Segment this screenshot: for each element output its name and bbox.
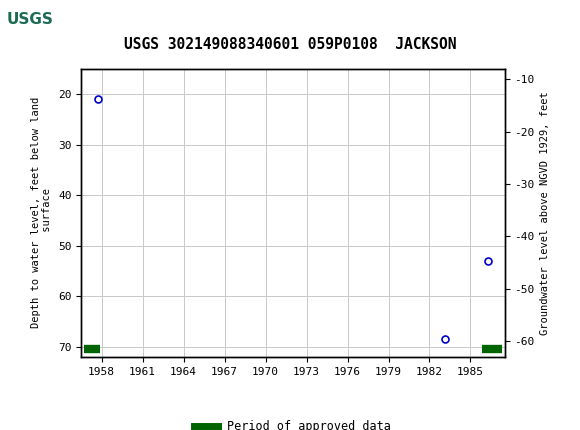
Y-axis label: Depth to water level, feet below land
 surface: Depth to water level, feet below land su… (31, 97, 52, 329)
Y-axis label: Groundwater level above NGVD 1929, feet: Groundwater level above NGVD 1929, feet (540, 91, 550, 335)
FancyBboxPatch shape (3, 3, 58, 36)
Text: USGS 302149088340601 059P0108  JACKSON: USGS 302149088340601 059P0108 JACKSON (124, 37, 456, 52)
Text: USGS: USGS (7, 12, 53, 27)
FancyBboxPatch shape (3, 2, 61, 37)
Text: ≋USGS: ≋USGS (4, 10, 54, 28)
Legend: Period of approved data: Period of approved data (190, 415, 396, 430)
